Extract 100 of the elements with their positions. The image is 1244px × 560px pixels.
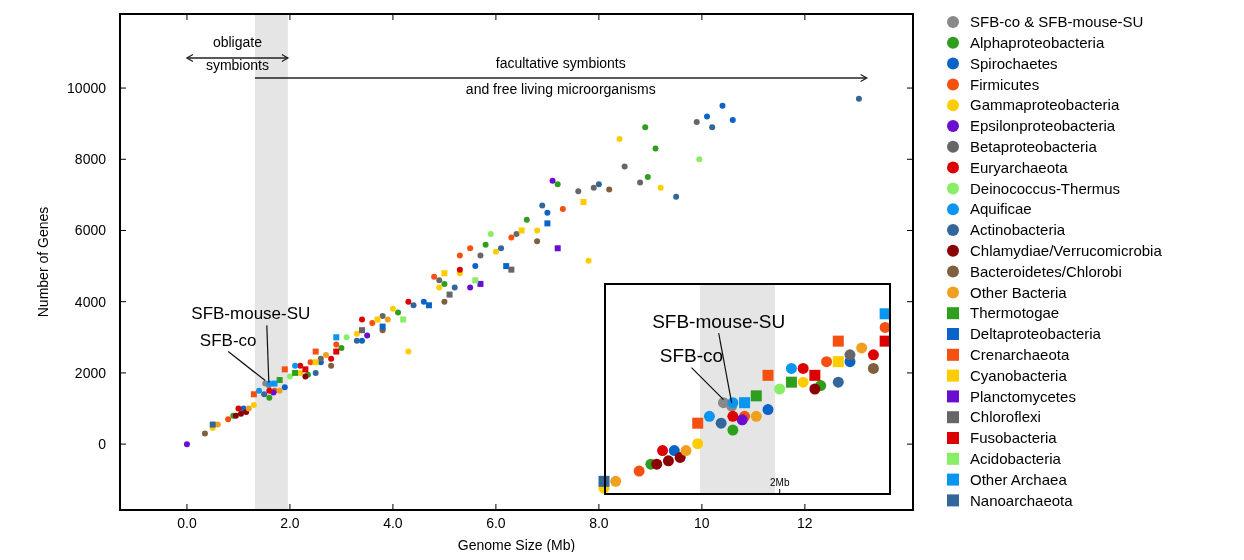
point — [374, 316, 381, 323]
x-axis-title: Genome Size (Mb) — [457, 537, 576, 553]
point — [657, 184, 664, 191]
point — [359, 316, 366, 323]
point — [266, 387, 273, 394]
point — [606, 186, 613, 193]
point — [250, 391, 257, 398]
point — [637, 179, 644, 186]
point — [729, 117, 736, 124]
annotation: 2Mb — [769, 477, 790, 488]
legend-label: Gammaproteobacteria — [970, 96, 1120, 114]
point — [554, 245, 561, 252]
legend-label: Chloroflexi — [970, 408, 1041, 426]
point — [379, 312, 386, 319]
point — [312, 348, 319, 355]
point — [544, 209, 551, 216]
point — [451, 284, 458, 291]
point — [312, 359, 319, 366]
x-tick-label: 10 — [694, 515, 710, 531]
point — [477, 252, 484, 259]
point — [338, 344, 345, 351]
point — [498, 245, 505, 252]
annotation: SFB-mouse-SU — [191, 304, 311, 324]
x-tick-label: 2.0 — [280, 515, 300, 531]
point — [508, 266, 515, 273]
point — [359, 327, 366, 334]
legend-label: Acidobacteria — [970, 450, 1062, 468]
point — [503, 263, 510, 270]
legend-label: Bacteroidetes/Chlorobi — [970, 262, 1122, 280]
point — [446, 291, 453, 298]
point — [353, 330, 360, 337]
point — [621, 163, 628, 170]
point — [534, 227, 541, 234]
annotation: SFB-mouse-SU — [652, 310, 786, 332]
legend-label: Deltaproteobacteria — [970, 325, 1102, 343]
y-axis-title: Number of Genes — [35, 206, 51, 318]
point — [364, 332, 371, 339]
legend-label: Betaproteobacteria — [970, 138, 1098, 156]
point — [575, 188, 582, 195]
legend-label: Spirochaetes — [970, 54, 1058, 72]
point — [431, 273, 438, 280]
point — [472, 263, 479, 270]
point — [225, 416, 232, 423]
point — [209, 421, 216, 428]
point — [328, 362, 335, 369]
point — [307, 359, 314, 366]
y-tick-label: 6000 — [74, 222, 107, 239]
point — [235, 405, 242, 412]
y-tick-label: 10000 — [67, 79, 107, 96]
point — [523, 216, 530, 223]
point — [441, 280, 448, 287]
point — [322, 352, 329, 359]
point — [518, 227, 525, 234]
point — [353, 337, 360, 344]
annotation: facultative symbionts and free living microorganisms — [465, 55, 656, 97]
point — [477, 280, 484, 287]
point — [369, 320, 376, 327]
point — [436, 284, 443, 291]
legend-label: Euryarchaeota — [970, 158, 1069, 176]
point — [317, 355, 324, 362]
point — [467, 284, 474, 291]
legend-label: SFB-co & SFB-mouse-SU — [970, 13, 1144, 31]
legend-label: Chlamydiae/Verrucomicrobia — [970, 242, 1163, 260]
y-tick-label: 0 — [98, 436, 107, 453]
point — [559, 206, 566, 213]
point — [271, 380, 278, 387]
point — [652, 145, 659, 152]
point — [441, 298, 448, 305]
annotation: SFB-co — [659, 345, 724, 367]
point — [482, 241, 489, 248]
point — [855, 95, 862, 102]
legend-label: Actinobacteria — [970, 221, 1066, 239]
point — [487, 231, 494, 238]
point — [554, 181, 561, 188]
x-tick-label: 0.0 — [177, 515, 197, 531]
point — [292, 369, 299, 376]
point — [405, 298, 412, 305]
point — [201, 430, 208, 437]
point — [425, 302, 432, 309]
point — [281, 366, 288, 373]
point — [673, 193, 680, 200]
point — [456, 252, 463, 259]
point — [472, 277, 479, 284]
legend-label: Crenarchaeota — [970, 346, 1070, 364]
point — [261, 391, 268, 398]
point — [250, 401, 257, 408]
point — [312, 369, 319, 376]
point — [508, 234, 515, 241]
point — [400, 316, 407, 323]
point — [343, 334, 350, 341]
point — [441, 270, 448, 277]
legend-label: Aquificae — [970, 200, 1032, 218]
y-tick-label: 4000 — [74, 293, 107, 310]
point — [534, 238, 541, 245]
legend-label: Nanoarchaeota — [970, 491, 1074, 509]
point — [245, 405, 252, 412]
point — [395, 309, 402, 316]
point — [379, 323, 386, 330]
annotation: obligate symbionts — [205, 34, 269, 73]
point — [513, 231, 520, 238]
